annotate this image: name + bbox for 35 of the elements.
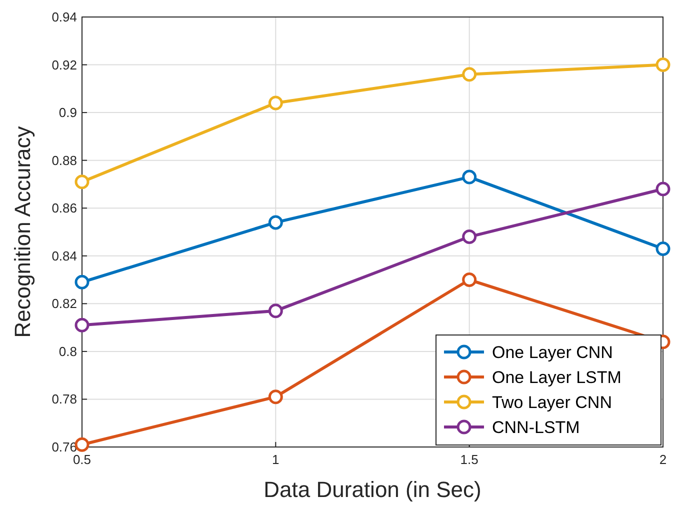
y-axis-title: Recognition Accuracy [10,126,35,338]
y-tick-label: 0.76 [52,440,77,454]
point [462,230,477,244]
x-axis-title: Data Duration (in Sec) [264,477,482,502]
point [74,437,90,452]
point [268,96,283,110]
point [74,274,90,290]
point [656,182,670,196]
y-tick-label: 0.84 [52,248,77,264]
x-tick-label: 1.5 [460,452,478,467]
point [74,318,90,332]
legend-label: Two Layer CNN [492,393,612,412]
y-tick-label: 0.86 [52,200,77,216]
y-tick-label: 0.94 [52,10,77,24]
point [462,170,477,184]
y-tick-label: 0.8 [58,344,77,359]
point [462,67,477,82]
y-tick-label: 0.88 [52,152,77,168]
point [74,174,90,190]
point [268,215,283,230]
point [268,390,283,404]
point [656,241,670,256]
legend-label: One Layer LSTM [492,368,622,387]
y-tick-label: 0.9 [58,105,77,120]
point [268,304,283,318]
point [656,58,670,72]
y-tick-label: 0.78 [52,392,77,407]
legend-label: One Layer CNN [492,343,613,362]
x-tick-label: 1 [272,452,280,467]
point [462,272,477,288]
x-tick-label: 0.5 [72,452,92,467]
y-tick-label: 0.92 [52,57,77,72]
x-tick-label: 2 [659,452,667,467]
legend-label: CNN-LSTM [492,418,580,437]
y-tick-label: 0.82 [52,296,77,312]
